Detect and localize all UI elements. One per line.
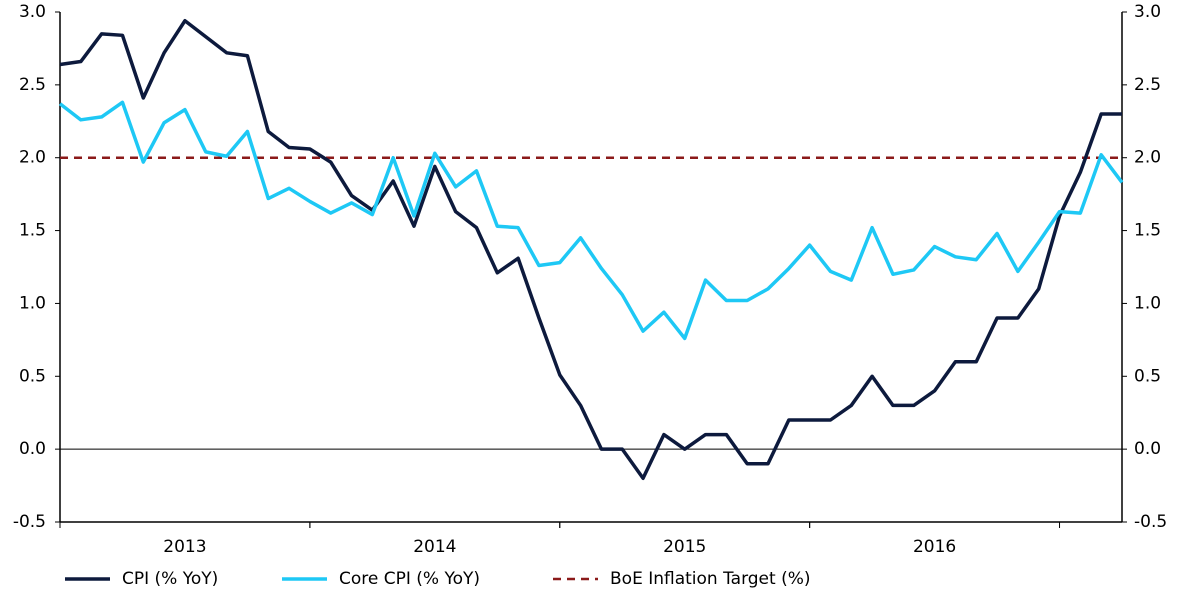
y-tick-label: 2.0 xyxy=(19,148,46,168)
x-tick-label: 2013 xyxy=(163,537,206,557)
y-tick-label: 3.0 xyxy=(19,2,46,22)
y-tick-label: -0.5 xyxy=(13,512,46,532)
y-tick-label: 0.0 xyxy=(19,439,46,459)
y2-tick-label: 2.5 xyxy=(1134,75,1161,95)
y2-tick-label: 2.0 xyxy=(1134,148,1161,168)
legend-label: CPI (% YoY) xyxy=(122,569,218,589)
legend-label: Core CPI (% YoY) xyxy=(339,569,480,589)
y2-tick-label: 0.0 xyxy=(1134,439,1161,459)
x-tick-label: 2015 xyxy=(663,537,706,557)
y-tick-label: 1.0 xyxy=(19,293,46,313)
series-line xyxy=(59,18,1122,481)
y2-tick-label: 1.0 xyxy=(1134,293,1161,313)
y2-tick-label: 0.5 xyxy=(1134,366,1161,386)
y-tick-label: 1.5 xyxy=(19,221,46,241)
y2-tick-label: 1.5 xyxy=(1134,221,1161,241)
y2-tick-label: -0.5 xyxy=(1134,512,1167,532)
legend-label: BoE Inflation Target (%) xyxy=(610,569,811,589)
y2-tick-label: 3.0 xyxy=(1134,2,1161,22)
y-tick-label: 2.5 xyxy=(19,75,46,95)
series-line xyxy=(58,100,1124,341)
x-tick-label: 2016 xyxy=(913,537,956,557)
x-tick-label: 2014 xyxy=(413,537,456,557)
y-tick-label: 0.5 xyxy=(19,366,46,386)
